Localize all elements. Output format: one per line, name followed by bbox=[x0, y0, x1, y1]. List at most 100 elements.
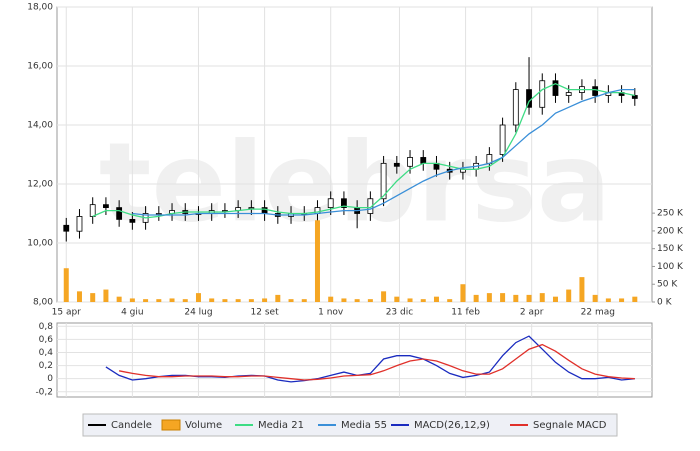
volume-bar bbox=[605, 298, 611, 302]
candle-body bbox=[63, 224, 70, 232]
volume-bar bbox=[513, 294, 519, 302]
legend-label: MACD(26,12,9) bbox=[414, 420, 490, 431]
volume-bar bbox=[420, 299, 426, 302]
volume-bar bbox=[288, 299, 294, 302]
y2-tick-label: 150 K bbox=[657, 244, 684, 254]
y-tick-label: 0 bbox=[47, 374, 53, 384]
y-tick-label: 0,2 bbox=[39, 361, 53, 371]
volume-bar bbox=[116, 296, 122, 302]
y2-tick-label: 0 K bbox=[657, 298, 673, 308]
x-tick-label: 12 set bbox=[251, 308, 280, 318]
volume-bar bbox=[381, 291, 387, 302]
volume-bar bbox=[473, 294, 479, 302]
line-series bbox=[118, 343, 635, 381]
candle-body bbox=[565, 92, 572, 96]
candle-body bbox=[539, 80, 546, 108]
legend-label: Volume bbox=[185, 420, 222, 431]
volume-bar bbox=[447, 299, 453, 302]
y-tick-label: 8,00 bbox=[33, 298, 53, 308]
volume-bar bbox=[619, 298, 625, 302]
volume-bar bbox=[103, 289, 109, 302]
y2-tick-label: 250 K bbox=[657, 209, 684, 219]
y-tick-label: 0,6 bbox=[39, 335, 54, 345]
volume-bar bbox=[539, 293, 545, 302]
candle-body bbox=[380, 162, 387, 200]
volume-bar bbox=[367, 299, 373, 302]
watermark: telebrsa bbox=[99, 118, 611, 246]
volume-bar bbox=[592, 294, 598, 302]
volume-bar bbox=[169, 298, 175, 302]
legend-label: Media 21 bbox=[258, 420, 304, 431]
x-tick-label: 2 apr bbox=[520, 308, 544, 318]
x-tick-label: 15 apr bbox=[52, 308, 82, 318]
volume-bar bbox=[248, 299, 254, 302]
candle-body bbox=[592, 86, 599, 96]
volume-bar bbox=[129, 298, 135, 302]
volume-bar bbox=[195, 293, 201, 302]
y-tick-label: 10,00 bbox=[27, 239, 53, 249]
candle-body bbox=[512, 89, 519, 126]
volume-bar bbox=[500, 293, 506, 302]
candle-body bbox=[327, 198, 334, 209]
y2-tick-label: 200 K bbox=[657, 226, 684, 236]
volume-bar bbox=[275, 294, 281, 302]
x-tick-label: 23 dic bbox=[386, 308, 414, 318]
legend-label: Segnale MACD bbox=[533, 420, 607, 431]
candle-body bbox=[499, 124, 506, 155]
legend-label: Candele bbox=[111, 420, 152, 431]
x-tick-label: 11 feb bbox=[451, 308, 480, 318]
candle-body bbox=[76, 216, 83, 232]
volume-bar bbox=[314, 220, 320, 302]
volume-bar bbox=[63, 268, 69, 302]
volume-bar bbox=[632, 296, 638, 302]
x-tick-label: 4 giu bbox=[121, 308, 144, 318]
volume-bar bbox=[460, 284, 466, 302]
candle-body bbox=[89, 204, 96, 217]
legend-swatch bbox=[161, 419, 181, 431]
y-tick-label: -0,2 bbox=[35, 387, 53, 397]
volume-bar bbox=[209, 298, 215, 302]
volume-bar bbox=[552, 296, 558, 302]
volume-bar bbox=[182, 299, 188, 302]
volume-bar bbox=[341, 298, 347, 302]
x-tick-label: 24 lug bbox=[184, 308, 212, 318]
candle-body bbox=[552, 80, 559, 96]
volume-bar bbox=[566, 289, 572, 302]
volume-bar bbox=[90, 293, 96, 302]
y-tick-label: 18,00 bbox=[27, 3, 53, 13]
volume-bar bbox=[407, 298, 413, 302]
volume-bar bbox=[486, 293, 492, 302]
candle-body bbox=[420, 157, 427, 164]
candle-body bbox=[341, 198, 347, 209]
line-series bbox=[92, 82, 635, 219]
legend-label: Media 55 bbox=[341, 420, 387, 431]
macd-plot-frame bbox=[56, 322, 653, 398]
x-tick-label: 22 mag bbox=[581, 308, 615, 318]
volume-bar bbox=[354, 299, 360, 302]
volume-bar bbox=[222, 299, 228, 302]
candle-body bbox=[129, 218, 136, 223]
main-plot-frame bbox=[56, 6, 653, 303]
y-tick-label: 12,00 bbox=[27, 180, 53, 190]
y2-tick-label: 100 K bbox=[657, 262, 684, 272]
volume-bar bbox=[156, 299, 162, 302]
candle-body bbox=[103, 204, 109, 208]
line-series bbox=[132, 88, 635, 216]
volume-bar bbox=[433, 296, 439, 302]
y2-tick-label: 50 K bbox=[657, 280, 678, 290]
volume-bar bbox=[579, 277, 585, 302]
volume-bar bbox=[235, 299, 241, 302]
volume-bar bbox=[76, 291, 82, 302]
candle-body bbox=[393, 162, 400, 167]
volume-bar bbox=[526, 294, 532, 302]
candle-body bbox=[116, 207, 123, 220]
volume-bar bbox=[301, 299, 307, 302]
candle-body bbox=[407, 157, 413, 167]
x-tick-label: 1 nov bbox=[318, 308, 344, 318]
volume-bar bbox=[143, 299, 149, 302]
volume-bar bbox=[394, 296, 400, 302]
candle-body bbox=[631, 95, 638, 99]
y-tick-label: 16,00 bbox=[27, 62, 53, 72]
volume-bar bbox=[262, 298, 268, 302]
